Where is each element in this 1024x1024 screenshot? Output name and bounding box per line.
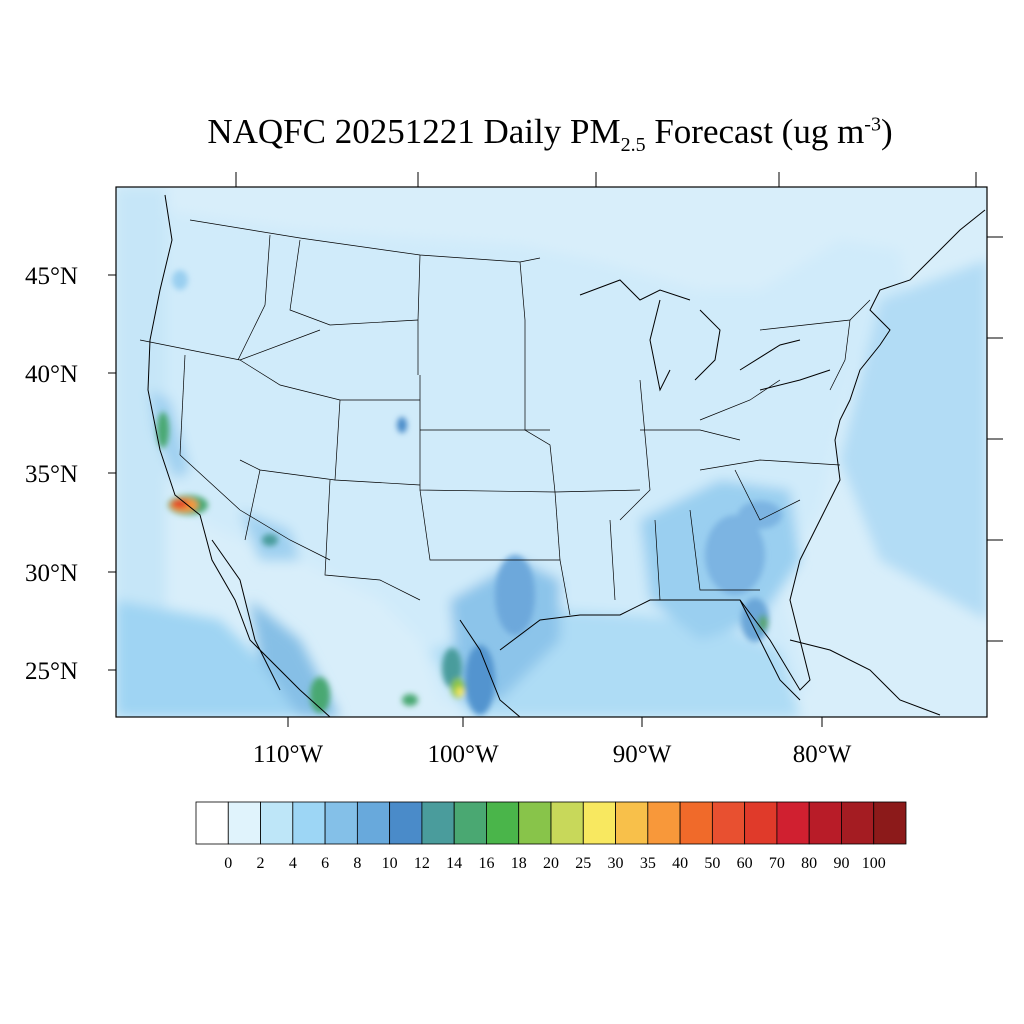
colorbar-label: 0 xyxy=(224,855,232,872)
colorbar-label: 90 xyxy=(833,855,849,872)
colorbar-label: 20 xyxy=(543,855,559,872)
map-title: NAQFC 20251221 Daily PM2.5 Forecast (ug … xyxy=(0,112,1024,157)
lon-label: 110°W xyxy=(253,741,324,768)
lat-label: 35°N xyxy=(25,461,78,488)
colorbar-swatch xyxy=(873,801,907,845)
colorbar-label: 4 xyxy=(289,855,297,872)
colorbar-swatch xyxy=(647,801,681,845)
colorbar-label: 14 xyxy=(446,855,462,872)
state-boundaries xyxy=(139,219,871,616)
colorbar-label: 12 xyxy=(414,855,430,872)
colorbar-swatch xyxy=(486,801,520,845)
title-subscript: 2.5 xyxy=(620,134,646,156)
colorbar-swatch xyxy=(582,801,616,845)
colorbar-swatch xyxy=(260,801,294,845)
colorbar-label: 18 xyxy=(511,855,527,872)
colorbar-swatch xyxy=(841,801,875,845)
colorbar-swatch xyxy=(744,801,778,845)
colorbar-swatch xyxy=(679,801,713,845)
map-frame xyxy=(115,186,988,718)
colorbar-label: 70 xyxy=(769,855,785,872)
colorbar-label: 30 xyxy=(608,855,624,872)
colorbar-swatch xyxy=(711,801,746,845)
lat-label: 25°N xyxy=(25,658,78,685)
lat-label: 40°N xyxy=(25,361,78,388)
colorbar-label: 25 xyxy=(575,855,591,872)
title-suffix: ) xyxy=(880,112,893,151)
lon-label: 90°W xyxy=(613,741,672,768)
colorbar-label: 100 xyxy=(862,855,886,872)
colorbar-swatch xyxy=(292,801,326,845)
colorbar-label: 35 xyxy=(640,855,656,872)
title-prefix: NAQFC 20251221 Daily PM xyxy=(207,112,621,151)
colorbar-swatch xyxy=(195,801,229,845)
title-superscript: -3 xyxy=(864,113,881,136)
colorbar-label: 50 xyxy=(704,855,720,872)
latitude-labels: 45°N 40°N 35°N 30°N 25°N xyxy=(25,263,78,685)
colorbar-label: 8 xyxy=(353,855,361,872)
colorbar-swatch xyxy=(808,801,842,845)
colorbar-label: 2 xyxy=(257,855,265,872)
colorbar-swatch xyxy=(453,801,487,845)
colorbar-swatch xyxy=(356,801,391,845)
coastlines xyxy=(147,194,986,717)
lat-label: 30°N xyxy=(25,560,78,587)
colorbar-swatch xyxy=(776,801,810,845)
map-ticks xyxy=(108,172,1003,727)
longitude-labels: 110°W 100°W 90°W 80°W xyxy=(253,741,852,768)
colorbar-swatch xyxy=(421,801,455,845)
colorbar-swatch xyxy=(389,801,423,845)
colorbar-label: 16 xyxy=(478,855,494,872)
lat-label: 45°N xyxy=(25,263,78,290)
colorbar: 0 2 4 6 8 10 12 14 16 18 20 25 30 35 40 50 60 70 80 90 100 xyxy=(195,801,907,872)
map-plot-area xyxy=(116,187,987,717)
colorbar-swatch xyxy=(324,801,358,845)
title-middle: Forecast (ug m xyxy=(645,112,865,151)
colorbar-label: 60 xyxy=(737,855,753,872)
colorbar-swatch xyxy=(518,801,552,845)
colorbar-label: 10 xyxy=(382,855,398,872)
colorbar-label: 6 xyxy=(321,855,329,872)
colorbar-label: 80 xyxy=(801,855,817,872)
lon-label: 80°W xyxy=(793,741,852,768)
colorbar-swatch xyxy=(550,801,584,845)
colorbar-swatch xyxy=(615,801,649,845)
colorbar-swatch xyxy=(227,801,261,845)
lon-label: 100°W xyxy=(427,741,498,768)
colorbar-label: 40 xyxy=(672,855,688,872)
